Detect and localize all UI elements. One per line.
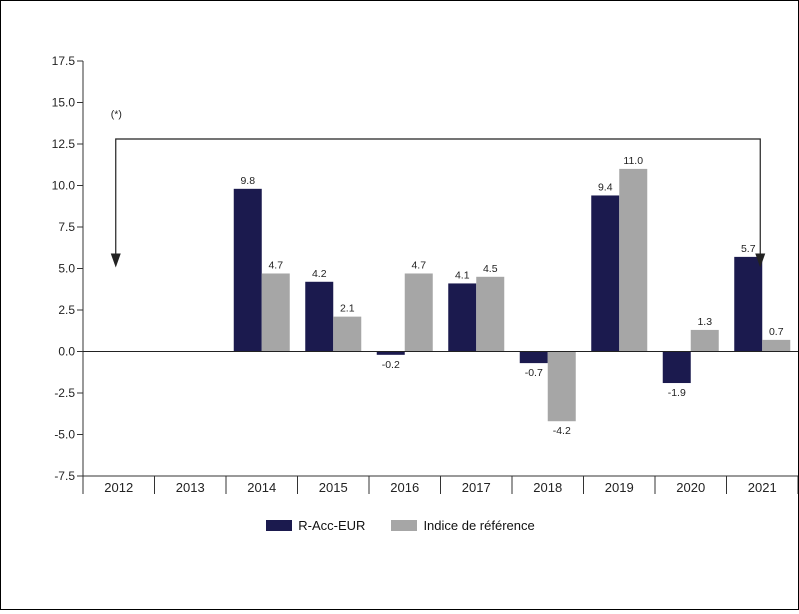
- x-tick-label: 2015: [319, 480, 348, 495]
- y-tick-label: 7.5: [58, 220, 75, 234]
- data-label: 11.0: [623, 155, 643, 167]
- x-tick-label: 2012: [104, 480, 133, 495]
- x-tick-label: 2013: [176, 480, 205, 495]
- bar: [305, 281, 334, 352]
- bar: [762, 339, 791, 352]
- data-label: 4.5: [483, 263, 498, 275]
- bar: [734, 256, 763, 352]
- data-label: -0.2: [382, 359, 400, 371]
- y-tick-label: 12.5: [52, 137, 76, 151]
- data-label: 0.7: [769, 326, 784, 338]
- y-tick-label: 5.0: [58, 262, 75, 276]
- legend-label-series-2: Indice de référence: [423, 518, 535, 533]
- y-tick-label: 2.5: [58, 303, 75, 317]
- data-label: -4.2: [553, 425, 571, 437]
- legend-swatch-series-2: [391, 520, 418, 531]
- bar: [591, 195, 620, 352]
- bar: [376, 351, 405, 355]
- bar: [448, 283, 477, 352]
- data-label: 2.1: [340, 303, 355, 315]
- legend-item-series-1: R-Acc-EUR: [266, 518, 365, 533]
- data-label: 4.2: [312, 268, 327, 280]
- y-tick-label: 0.0: [58, 345, 75, 359]
- x-tick-label: 2016: [390, 480, 419, 495]
- y-axis: 17.5 15.0 12.5 10.0 7.5 5.0 2.5 0.0 -2.5 -5.0 -7.5: [52, 54, 84, 483]
- data-labels: 9.8 4.7 4.2 2.1 -0.2 4.7 4.1 4.5 -0.7 -4.2 9.4 11.0…: [240, 155, 783, 437]
- bar: [519, 351, 548, 364]
- legend-item-series-2: Indice de référence: [391, 518, 535, 533]
- x-tick-label: 2020: [676, 480, 705, 495]
- legend-label-series-1: R-Acc-EUR: [298, 518, 366, 533]
- y-tick-label: 10.0: [52, 179, 76, 193]
- x-tick-label: 2021: [748, 480, 777, 495]
- x-tick-label: 2019: [605, 480, 634, 495]
- data-label: 4.7: [268, 259, 283, 271]
- data-label: 9.4: [598, 181, 613, 193]
- annotation-label: (*): [111, 108, 122, 120]
- bars: [233, 168, 791, 422]
- x-tick-label: 2017: [462, 480, 491, 495]
- bar: [233, 188, 262, 352]
- arrow-head-right: [755, 253, 766, 268]
- data-label: 4.7: [411, 259, 426, 271]
- data-label: 1.3: [697, 316, 712, 328]
- data-label: 9.8: [240, 175, 255, 187]
- annotation-arrow: (*): [110, 108, 766, 268]
- arrow-head-left: [110, 253, 121, 268]
- y-tick-label: -2.5: [54, 386, 75, 400]
- x-tick-label: 2018: [533, 480, 562, 495]
- data-label: 5.7: [741, 243, 756, 255]
- x-tick-label: 2014: [247, 480, 276, 495]
- y-tick-label: -7.5: [54, 469, 75, 483]
- bar: [476, 276, 505, 352]
- data-label: -1.9: [668, 387, 686, 399]
- legend-swatch-series-1: [266, 520, 293, 531]
- annotation-bracket: [115, 138, 761, 256]
- bar: [619, 168, 648, 352]
- y-tick-label: 17.5: [52, 54, 76, 68]
- bar: [333, 316, 362, 352]
- bar: [662, 351, 691, 384]
- data-label: -0.7: [525, 367, 543, 379]
- y-tick-label: 15.0: [52, 96, 76, 110]
- bar: [404, 273, 433, 352]
- legend: R-Acc-EUR Indice de référence: [1, 518, 799, 533]
- bar: [547, 351, 576, 422]
- bar: [690, 329, 719, 352]
- x-axis: 2012 2013 2014 2015 2016 2017 2018 2019 2020 2021: [82, 351, 799, 495]
- data-label: 4.1: [455, 269, 470, 281]
- bar: [261, 273, 290, 352]
- y-tick-label: -5.0: [54, 428, 75, 442]
